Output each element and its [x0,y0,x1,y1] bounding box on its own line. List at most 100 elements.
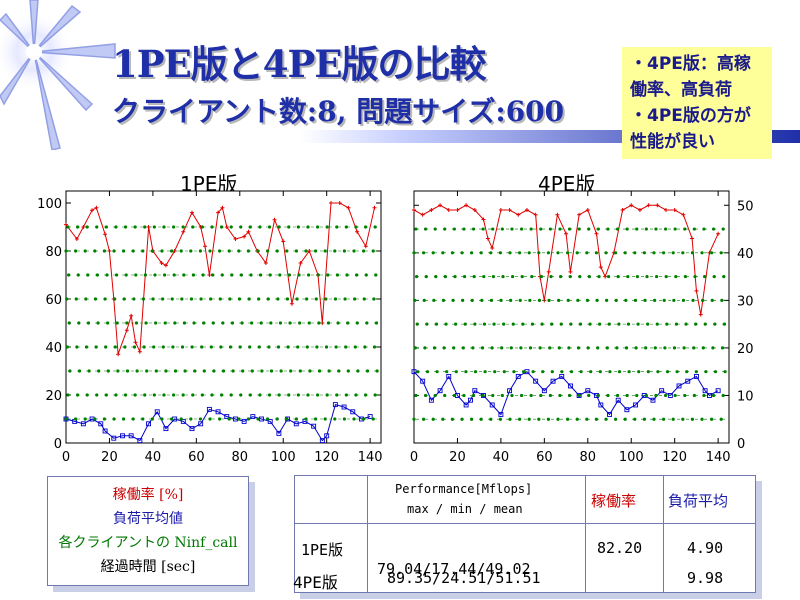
call-marker [473,322,477,326]
call-marker [672,298,676,302]
call-marker [492,322,496,326]
call-marker [636,322,640,326]
utilization-marker [594,231,599,236]
call-marker [508,417,512,421]
load-marker [706,393,712,398]
header-performance-stats: max / min / mean [407,502,523,516]
call-marker [74,417,78,421]
call-marker [326,321,331,325]
callout-line: 働率、高負荷 [630,80,732,100]
utilization-marker [103,232,108,237]
call-marker [471,393,476,398]
load-marker [120,433,125,439]
call-marker [296,225,300,229]
load-marker [585,388,591,394]
call-marker [548,346,552,350]
utilization-marker [298,261,303,265]
load-marker [468,397,473,403]
call-marker [723,370,727,374]
call-marker [491,274,496,279]
call-marker [151,297,155,301]
call-marker [412,417,416,421]
call-marker [164,369,168,373]
call-marker [598,370,602,374]
call-marker [519,227,524,231]
call-marker [200,393,204,397]
utilization-marker [481,217,486,222]
call-marker [172,273,176,277]
call-marker [134,273,138,277]
call-marker [635,227,639,231]
call-marker [512,370,516,374]
call-marker [654,227,658,231]
utilization-marker [598,265,603,270]
call-marker [597,274,601,279]
call-marker [240,321,244,325]
call-marker [145,369,149,373]
x-tick-label: 60 [536,450,553,465]
call-marker [144,321,148,325]
load-marker [215,409,221,415]
call-marker [316,273,320,277]
call-marker [472,274,476,279]
call-marker [182,273,186,277]
call-marker [585,251,589,255]
call-marker [558,393,562,398]
y-tick-label: 30 [737,294,754,309]
call-marker [210,225,214,229]
call-marker [133,393,137,397]
load-marker [324,433,330,439]
utilization-marker [507,208,512,213]
load-marker [607,412,612,417]
load-marker [276,430,282,436]
y-tick-label: 0 [737,437,745,452]
call-marker [97,369,101,373]
load-marker [576,393,582,398]
y-tick-label: 80 [45,245,62,260]
call-marker [608,370,612,374]
table-divider [585,476,586,592]
call-marker [662,251,666,255]
call-marker [209,297,213,301]
load-marker [559,373,565,379]
call-marker [530,274,534,279]
call-marker [454,370,458,374]
call-marker [530,322,535,326]
call-marker [198,417,202,421]
call-marker [93,249,97,253]
load-marker [633,402,639,408]
call-marker [294,417,298,421]
load-marker [541,388,547,394]
call-marker [567,346,571,350]
call-marker [482,274,486,279]
load-marker [189,426,195,432]
call-marker [558,227,562,231]
utilization-marker [181,229,186,234]
utilization-marker [363,244,368,249]
load-marker [693,373,699,379]
call-marker [354,225,358,229]
call-marker [231,369,235,373]
call-marker [643,298,647,302]
call-marker [259,321,263,325]
call-marker [528,346,533,350]
load-marker [437,388,443,394]
utilization-marker [577,212,582,217]
call-marker [315,345,319,349]
slide-subtitle: クライアント数:8, 問題サイズ:600 [112,95,565,128]
call-marker [662,298,666,302]
call-marker [287,225,291,229]
call-marker [508,251,512,255]
call-marker [308,369,312,373]
call-marker [655,322,659,326]
call-marker [528,298,532,302]
call-marker [625,227,629,231]
call-marker [655,274,659,279]
call-marker [134,321,139,325]
call-marker [298,321,302,325]
load-marker [180,418,186,424]
x-tick-label: 0 [410,450,418,465]
call-marker [269,321,273,325]
x-tick-label: 100 [619,450,644,465]
load-marker [137,438,143,444]
